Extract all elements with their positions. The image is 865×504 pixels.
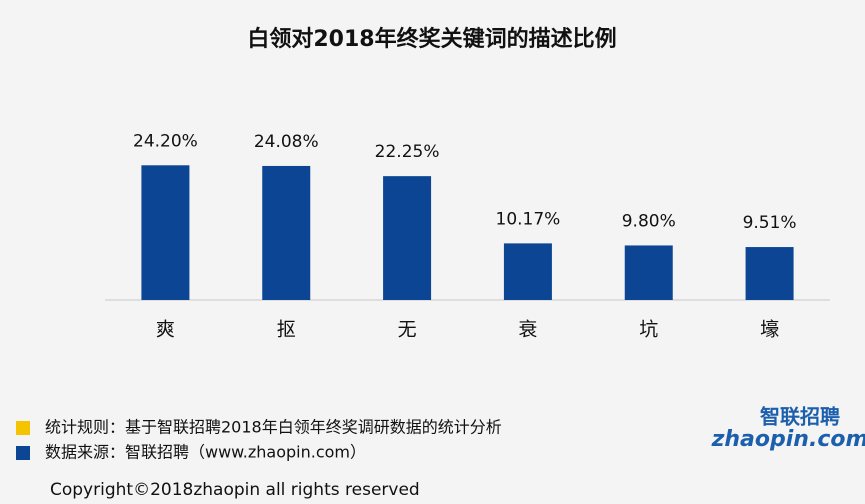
x-tick-label: 爽 [156, 319, 175, 341]
logo-site: zhaopin.com [711, 427, 865, 452]
bar [262, 165, 311, 300]
value-label: 10.17% [496, 209, 561, 229]
value-label: 9.51% [743, 213, 797, 233]
chart-title: 白领对2018年终奖关键词的描述比例 [247, 26, 616, 52]
note: 统计规则：基于智联招聘2018年白领年终奖调研数据的统计分析 [45, 418, 502, 437]
x-tick-label: 无 [398, 319, 417, 341]
bar [745, 247, 794, 300]
x-tick-label: 壕 [760, 319, 779, 341]
bar [383, 176, 432, 300]
bar [503, 243, 552, 300]
x-tick-label: 坑 [639, 319, 658, 341]
x-tick-label: 抠 [277, 319, 296, 341]
legend-swatch [16, 421, 30, 435]
copyright: Copyright©2018zhaopin all rights reserve… [50, 480, 420, 500]
x-tick-label: 衰 [518, 319, 537, 341]
value-label: 22.25% [375, 142, 440, 162]
value-label: 24.08% [254, 132, 319, 152]
note: 数据来源：智联招聘（www.zhaopin.com） [45, 443, 366, 462]
value-label: 9.80% [622, 211, 676, 231]
value-label: 24.20% [133, 131, 198, 151]
bar [624, 245, 673, 300]
legend-swatch [16, 446, 30, 460]
bar [141, 165, 190, 300]
logo-name: 智联招聘 [760, 405, 840, 429]
